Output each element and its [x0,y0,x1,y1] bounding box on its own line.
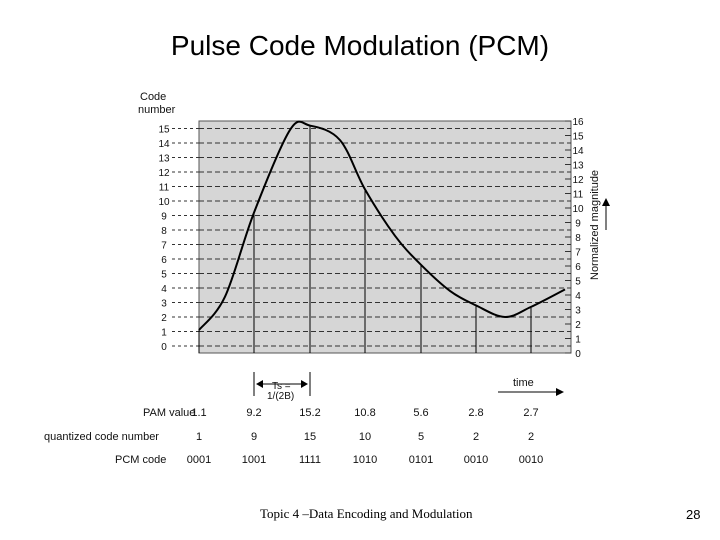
quantized-code: 5 [418,431,424,443]
pcm-code: 1010 [353,454,377,466]
quantized-code: 2 [473,431,479,443]
quantized-code: 2 [528,431,534,443]
code-tick-label: 12 [158,168,170,179]
ts-label-line1: Ts = [272,381,291,392]
code-tick-label: 4 [161,284,167,295]
magnitude-arrow [602,198,610,230]
pcm-code: 0010 [519,454,543,466]
magnitude-tick-label: 5 [575,277,581,288]
magnitude-tick-label: 14 [572,146,584,157]
pam-value: 15.2 [299,407,320,419]
code-tick-label: 10 [158,197,170,208]
sample-lines [198,125,532,353]
code-tick-label: 14 [158,139,170,150]
magnitude-tick-label: 3 [575,306,581,317]
pcm-code: 1001 [242,454,266,466]
sample-table: 1.1100019.29100115.215111110.81010105.65… [187,407,543,466]
code-axis-title-line2: number [138,104,176,116]
magnitude-axis-title: Normalized magnitude [589,170,601,280]
pam-row-label: PAM value [143,407,195,419]
magnitude-tick-label: 15 [572,132,584,143]
page-number: 28 [686,507,701,522]
time-axis: time [498,377,564,396]
pcm-row-label: PCM code [115,454,166,466]
analog-signal-curve [198,120,566,331]
code-tick-label: 5 [161,270,167,281]
code-tick-label: 3 [161,299,167,310]
quantization-grid: 0123456789101112131415012345678910111213… [158,117,584,360]
time-label: time [513,377,534,389]
pcm-code: 0010 [464,454,488,466]
quantized-code: 15 [304,431,316,443]
quantized-row-label: quantized code number [44,431,159,443]
code-tick-label: 7 [161,241,167,252]
magnitude-tick-label: 2 [575,320,581,331]
code-tick-label: 15 [158,125,170,136]
code-tick-label: 11 [159,183,170,194]
pam-value: 5.6 [413,407,428,419]
quantized-code: 10 [359,431,371,443]
pcm-code: 1111 [299,454,321,466]
magnitude-tick-label: 1 [575,335,581,346]
magnitude-tick-label: 0 [575,349,581,360]
code-tick-label: 0 [161,342,167,353]
magnitude-tick-label: 10 [572,204,584,215]
ts-interval-marker: Ts = 1/(2B) [253,372,311,402]
pcm-code: 0001 [187,454,211,466]
code-tick-label: 8 [161,226,167,237]
magnitude-tick-label: 16 [572,117,584,128]
magnitude-tick-label: 9 [575,219,581,230]
ts-label-line2: 1/(2B) [267,391,294,402]
code-tick-label: 9 [161,212,167,223]
pam-value: 10.8 [354,407,375,419]
magnitude-tick-label: 13 [572,161,584,172]
code-tick-label: 2 [161,313,167,324]
pcm-code: 0101 [409,454,433,466]
code-tick-label: 13 [158,154,170,165]
magnitude-tick-label: 4 [575,291,581,302]
magnitude-tick-label: 6 [575,262,581,273]
quantized-code: 1 [196,431,202,443]
magnitude-tick-label: 12 [572,175,584,186]
magnitude-tick-label: 8 [575,233,581,244]
code-axis-title-line1: Code [140,91,166,103]
footer-text: Topic 4 –Data Encoding and Modulation [260,506,473,521]
magnitude-tick-label: 7 [575,248,581,259]
pam-value: 1.1 [191,407,206,419]
slide-title: Pulse Code Modulation (PCM) [170,30,550,61]
pam-value: 2.8 [468,407,483,419]
quantized-code: 9 [251,431,257,443]
plot-background [198,120,572,354]
magnitude-tick-label: 11 [573,190,584,201]
code-tick-label: 6 [161,255,167,266]
pam-value: 2.7 [523,407,538,419]
pam-value: 9.2 [246,407,261,419]
code-tick-label: 1 [161,328,167,339]
